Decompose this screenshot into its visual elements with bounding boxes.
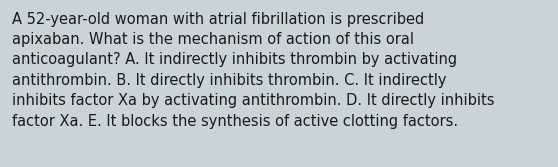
Text: A 52-year-old woman with atrial fibrillation is prescribed
apixaban. What is the: A 52-year-old woman with atrial fibrilla… [12,12,495,129]
